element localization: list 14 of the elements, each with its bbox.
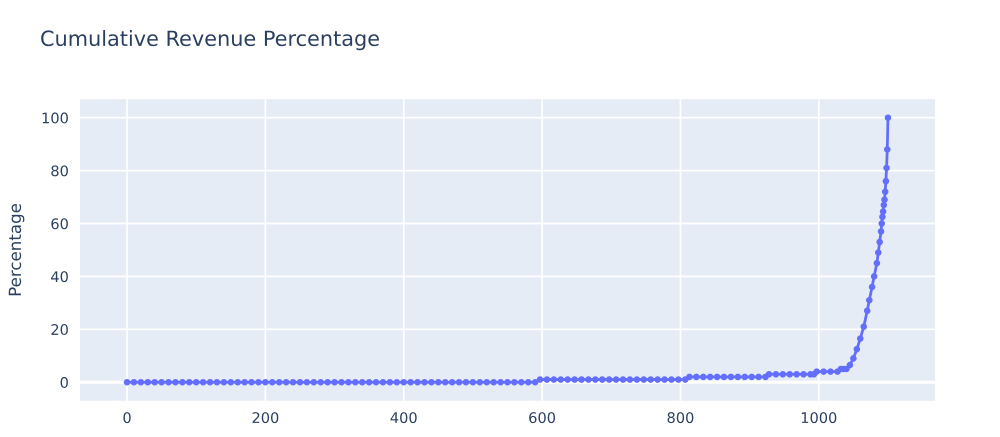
x-tick-label: 600: [529, 412, 556, 424]
x-tick-label: 200: [252, 412, 278, 424]
y-tick-label: 0: [60, 376, 68, 388]
y-tick-label: 20: [51, 324, 68, 336]
x-tick-label: 0: [123, 412, 131, 424]
y-tick-label: 80: [51, 165, 68, 176]
x-tick-label: 800: [668, 412, 694, 424]
y-tick-label: 100: [42, 112, 68, 124]
x-tick-label: 400: [390, 412, 417, 424]
chart-title: Cumulative Revenue Percentage: [41, 30, 379, 50]
y-tick-label: 40: [51, 271, 68, 282]
x-tick-label: 1000: [802, 412, 836, 424]
y-axis-title: Percentage: [8, 204, 24, 296]
y-tick-label: 60: [51, 218, 68, 230]
